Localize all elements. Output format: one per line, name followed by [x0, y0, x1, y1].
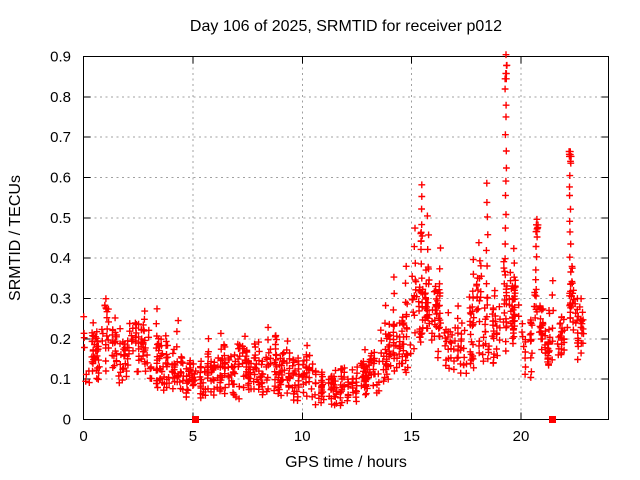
- grid-lines: [83, 56, 609, 420]
- y-tick-label: 0.3: [50, 291, 71, 308]
- x-tick-label: 0: [79, 428, 87, 445]
- x-tick-label: 5: [189, 428, 197, 445]
- scatter-points: [80, 51, 587, 409]
- y-tick-label: 0: [63, 412, 71, 429]
- x-tick-label: 10: [294, 428, 311, 445]
- x-tick-label: 15: [403, 428, 420, 445]
- chart-title: Day 106 of 2025, SRMTID for receiver p01…: [190, 18, 502, 35]
- x-tick-label: 20: [513, 428, 530, 445]
- y-tick-label: 0.6: [50, 170, 71, 187]
- tick-labels: 0 0.1 0.2 0.3 0.4 0.5 0.6 0.7 0.8 0.9 0 5 10 15 20: [50, 49, 529, 446]
- scatter-series: [80, 51, 587, 423]
- y-tick-label: 0.1: [50, 371, 71, 388]
- x-axis-title: GPS time / hours: [285, 454, 407, 471]
- y-tick-label: 0.9: [50, 49, 71, 66]
- event-marker-square: [549, 416, 556, 423]
- y-tick-label: 0.2: [50, 331, 71, 348]
- y-tick-label: 0.8: [50, 89, 71, 106]
- y-tick-label: 0.7: [50, 129, 71, 146]
- plot-frame: [83, 56, 609, 420]
- event-marker-square: [192, 416, 199, 423]
- y-tick-label: 0.5: [50, 210, 71, 227]
- y-axis-title: SRMTID / TECUs: [7, 175, 24, 301]
- axis-ticks: [83, 56, 609, 420]
- y-tick-label: 0.4: [50, 250, 71, 267]
